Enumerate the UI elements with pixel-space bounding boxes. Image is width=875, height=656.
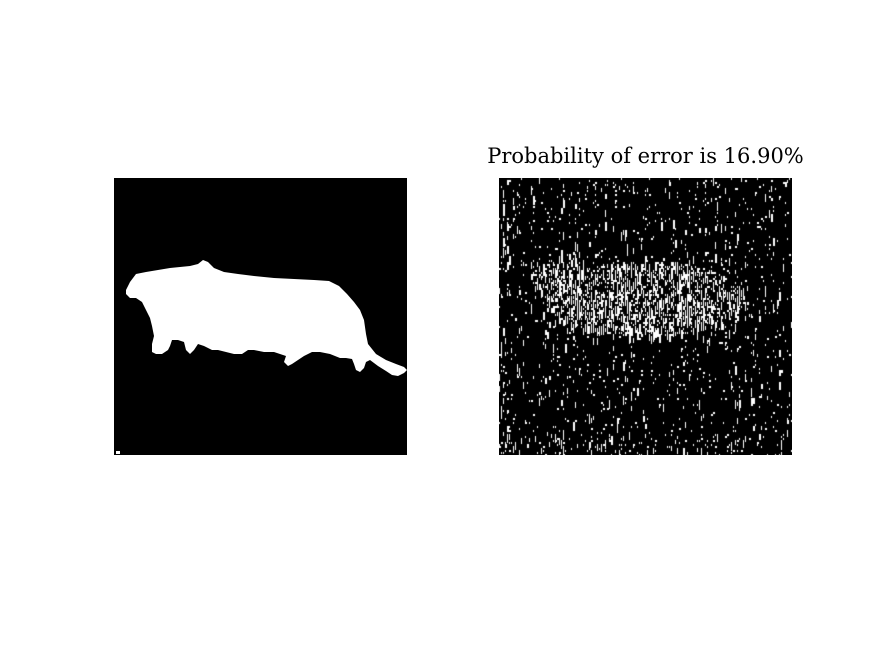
mask-edge-speck bbox=[116, 451, 120, 454]
cheetah-silhouette bbox=[126, 260, 407, 376]
cheetah-silhouette-mask bbox=[116, 260, 407, 454]
classification-noise-pattern bbox=[499, 178, 792, 455]
classification-result-image bbox=[499, 178, 792, 455]
right-panel-title: Probability of error is 16.90% bbox=[487, 144, 804, 168]
ground-truth-mask-image bbox=[114, 178, 407, 455]
